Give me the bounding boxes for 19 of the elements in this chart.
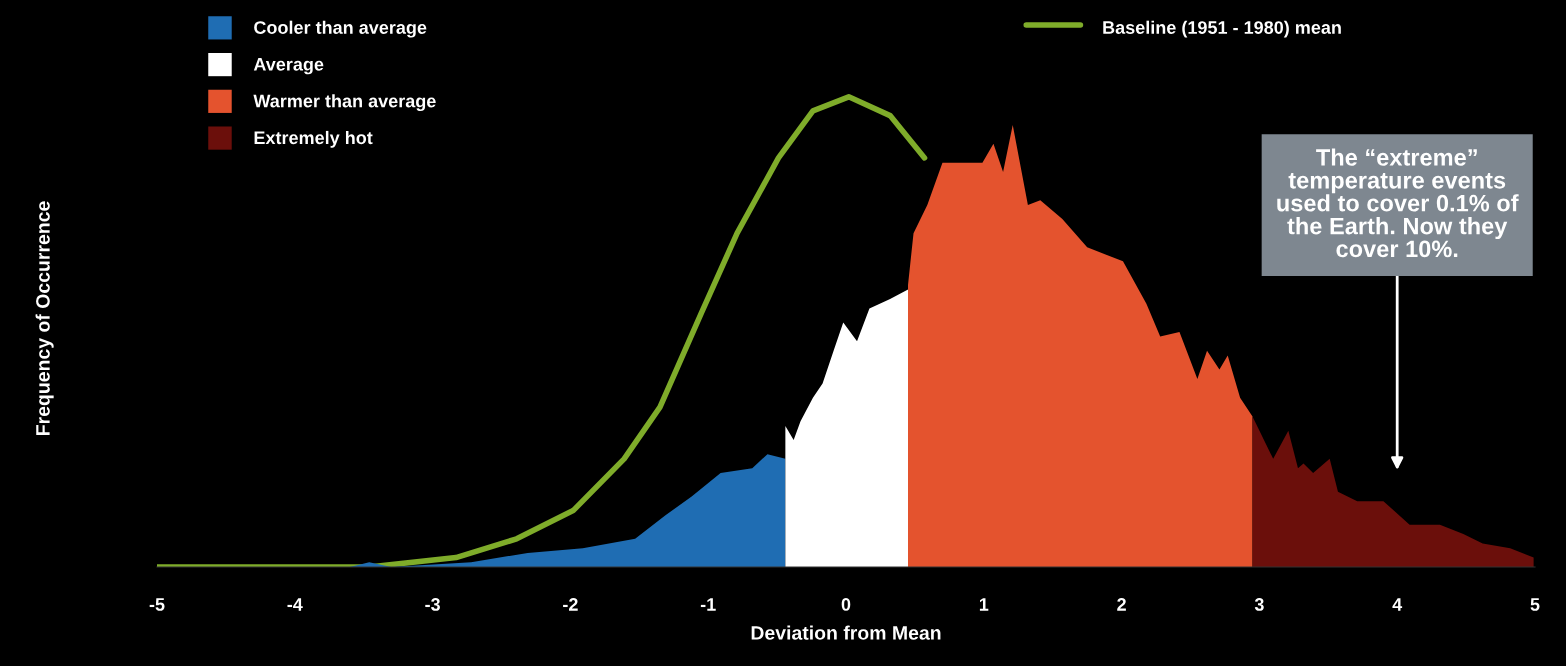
legend-label: Warmer than average	[253, 94, 436, 112]
x-tick-label: 3	[1254, 598, 1264, 611]
x-tick-label: -3	[425, 598, 440, 611]
legend-label: Baseline (1951 - 1980) mean	[1103, 20, 1341, 38]
x-tick-label: -1	[700, 598, 716, 611]
x-tick-label: 5	[1530, 598, 1540, 611]
legend-label: Cooler than average	[254, 20, 427, 38]
x-tick-label: 4	[1392, 598, 1403, 611]
legend-label: Average	[253, 58, 324, 75]
legend-label: Extremely hot	[254, 130, 373, 148]
x-tick-label: 1	[979, 598, 989, 611]
x-tick-label: -5	[149, 598, 165, 611]
x-tick-label: -4	[287, 598, 303, 611]
x-tick-label: 2	[1117, 598, 1126, 611]
x-axis-title: Deviation from Mean	[751, 625, 941, 640]
x-tick-label: 0	[841, 598, 851, 611]
annotation: The “extreme” temperature events used to cover 0.1% of the Earth. Now they cover 10%.	[1277, 148, 1519, 258]
y-axis-title: Frequency of Occurrence	[35, 201, 54, 435]
x-tick-label: -2	[563, 598, 578, 611]
